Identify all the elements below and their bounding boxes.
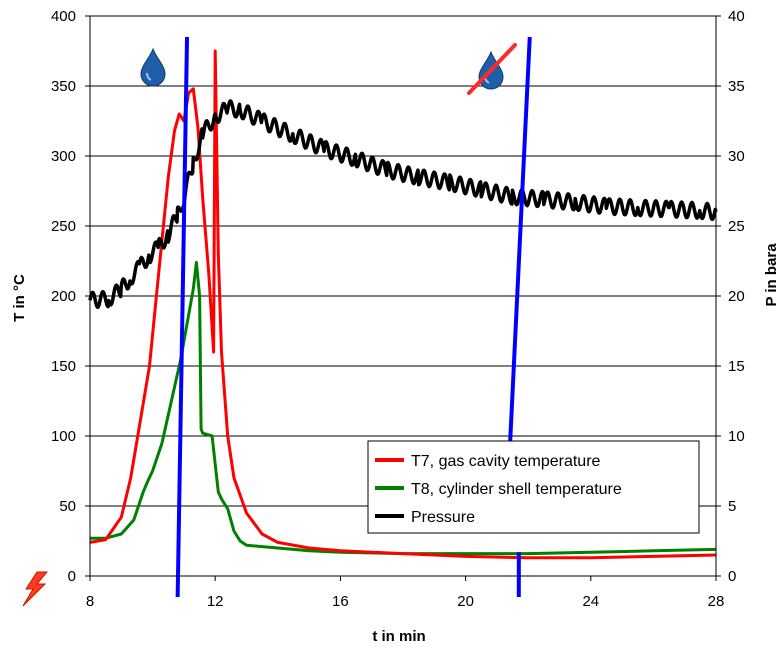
y-tick-label: 100: [51, 428, 76, 445]
legend-label-t8: T8, cylinder shell temperature: [411, 481, 622, 498]
y-tick-label: 300: [51, 148, 76, 165]
x-axis-ticks: 8 12 16 20 24 28: [86, 576, 725, 610]
water-drop-crossed-icon: [467, 43, 517, 95]
y2-tick-label: 5: [728, 498, 736, 515]
y2-tick-label: 15: [728, 358, 745, 375]
y2-tick-label: 25: [728, 218, 745, 235]
water-drop-icon: [140, 47, 166, 87]
y-tick-label: 0: [68, 568, 76, 585]
x-tick-label: 20: [457, 593, 474, 610]
y-axis-ticks: 0 50 100 150 200 250 300 350 400: [51, 8, 90, 585]
y2-tick-label: 20: [728, 288, 745, 305]
y2-tick-label: 35: [728, 78, 745, 95]
y2-tick-label: 30: [728, 148, 745, 165]
series-line-pressure: [88, 99, 718, 310]
event-marker-line: [507, 36, 532, 458]
y2-tick-label: 10: [728, 428, 745, 445]
y-axis-label: T in °C: [11, 274, 28, 322]
legend-label-pressure: Pressure: [411, 509, 475, 526]
x-tick-label: 28: [708, 593, 725, 610]
series-layer: [88, 49, 718, 560]
y-tick-label: 250: [51, 218, 76, 235]
legend: T7, gas cavity temperature T8, cylinder …: [367, 440, 700, 534]
y2-tick-label: 40: [728, 8, 745, 25]
event-marker-line: [175, 36, 190, 598]
grid: [90, 85, 716, 507]
y-tick-label: 150: [51, 358, 76, 375]
y-tick-label: 200: [51, 288, 76, 305]
legend-label-t7: T7, gas cavity temperature: [411, 453, 601, 470]
series-line-t7: [89, 49, 717, 560]
y-tick-label: 50: [59, 498, 76, 515]
y-tick-label: 350: [51, 78, 76, 95]
x-axis-label: t in min: [372, 628, 425, 645]
y-tick-label: 400: [51, 8, 76, 25]
y2-axis-ticks: 0 5 10 15 20 25 30 35 40: [716, 8, 745, 585]
lightning-icon: [22, 571, 49, 607]
y2-axis-label: P in bara: [763, 243, 780, 307]
y2-tick-label: 0: [728, 568, 736, 585]
x-tick-label: 12: [207, 593, 224, 610]
x-tick-label: 16: [332, 593, 349, 610]
markers-layer: [175, 36, 532, 598]
x-tick-label: 8: [86, 593, 94, 610]
x-tick-label: 24: [582, 593, 599, 610]
